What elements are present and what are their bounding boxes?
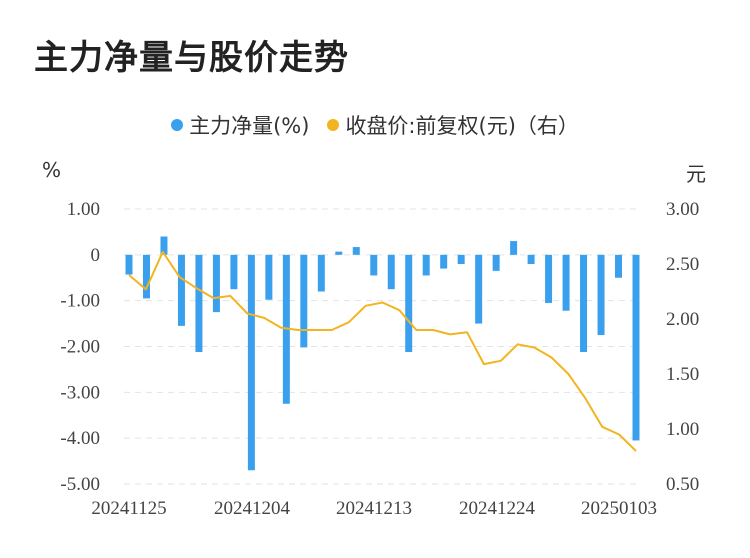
net-volume-bar [475, 254, 483, 324]
net-volume-bar [387, 254, 395, 290]
x-tick-label: 20241204 [214, 498, 291, 519]
right-tick-label: 3.00 [666, 199, 699, 220]
bar-series [125, 236, 640, 471]
net-volume-bar [440, 254, 448, 269]
net-volume-bar [142, 254, 150, 299]
net-volume-bar [352, 247, 360, 255]
net-volume-bar [335, 251, 343, 255]
net-volume-bar [562, 254, 570, 311]
net-volume-bar [597, 254, 605, 336]
net-volume-bar [177, 254, 185, 326]
left-tick-label: -3.00 [60, 382, 100, 403]
legend-label-close-price: 收盘价:前复权(元)（右） [345, 114, 579, 138]
line-series [128, 250, 637, 452]
net-volume-bar [247, 254, 255, 471]
left-axis-unit: % [42, 158, 62, 182]
legend-item-close-price[interactable]: 收盘价:前复权(元)（右） [327, 110, 579, 140]
left-axis-ticks: 1.00 0 -1.00 -2.00 -3.00 -4.00 -5.00 [60, 199, 100, 495]
right-axis-ticks: 3.00 2.50 2.00 1.50 1.00 0.50 [666, 199, 699, 495]
x-tick-label: 20241213 [336, 498, 412, 519]
net-volume-bar [317, 254, 325, 292]
right-tick-label: 1.50 [666, 364, 699, 385]
net-volume-bar [405, 254, 413, 352]
right-tick-label: 2.00 [666, 309, 699, 330]
chart-legend: 主力净量(%) 收盘价:前复权(元)（右） [0, 110, 750, 140]
net-volume-bar [370, 254, 378, 276]
left-tick-label: 0 [91, 245, 101, 266]
x-tick-label: 20241125 [91, 498, 166, 519]
grid-lines [124, 208, 640, 485]
left-tick-label: -1.00 [60, 291, 100, 312]
close-price-line [128, 250, 637, 452]
legend-dot-orange [327, 119, 340, 131]
net-volume-bar [300, 254, 308, 348]
net-volume-bar [510, 241, 518, 255]
net-volume-bar [195, 254, 203, 352]
x-axis-ticks: 20241125 20241204 20241213 20241224 20250103 [91, 498, 657, 519]
legend-item-net-volume[interactable]: 主力净量(%) [171, 110, 309, 140]
net-volume-bar [615, 254, 623, 278]
x-tick-label: 20250103 [581, 498, 657, 519]
net-volume-bar [527, 254, 535, 264]
net-volume-bar [212, 254, 220, 313]
right-tick-label: 2.50 [666, 254, 699, 275]
net-volume-bar [160, 236, 168, 255]
right-axis-unit: 元 [686, 162, 706, 186]
net-volume-bar [492, 254, 500, 271]
legend-label-net-volume: 主力净量(%) [189, 114, 310, 138]
left-tick-label: -5.00 [60, 474, 100, 495]
x-tick-label: 20241224 [459, 498, 536, 519]
left-tick-label: -2.00 [60, 337, 100, 358]
net-volume-bar [125, 254, 133, 275]
net-volume-bar [265, 254, 273, 300]
right-tick-label: 1.00 [666, 419, 699, 440]
right-tick-label: 0.50 [666, 474, 699, 495]
net-volume-bar [230, 254, 238, 290]
chart-title: 主力净量与股价走势 [34, 38, 349, 78]
net-volume-bar [422, 254, 430, 276]
legend-dot-blue [171, 119, 184, 131]
net-volume-bar [545, 254, 553, 303]
net-volume-bar [457, 254, 465, 264]
left-tick-label: 1.00 [67, 199, 100, 220]
net-volume-bar [632, 254, 640, 441]
left-tick-label: -4.00 [60, 428, 100, 449]
net-volume-bar [580, 254, 588, 352]
